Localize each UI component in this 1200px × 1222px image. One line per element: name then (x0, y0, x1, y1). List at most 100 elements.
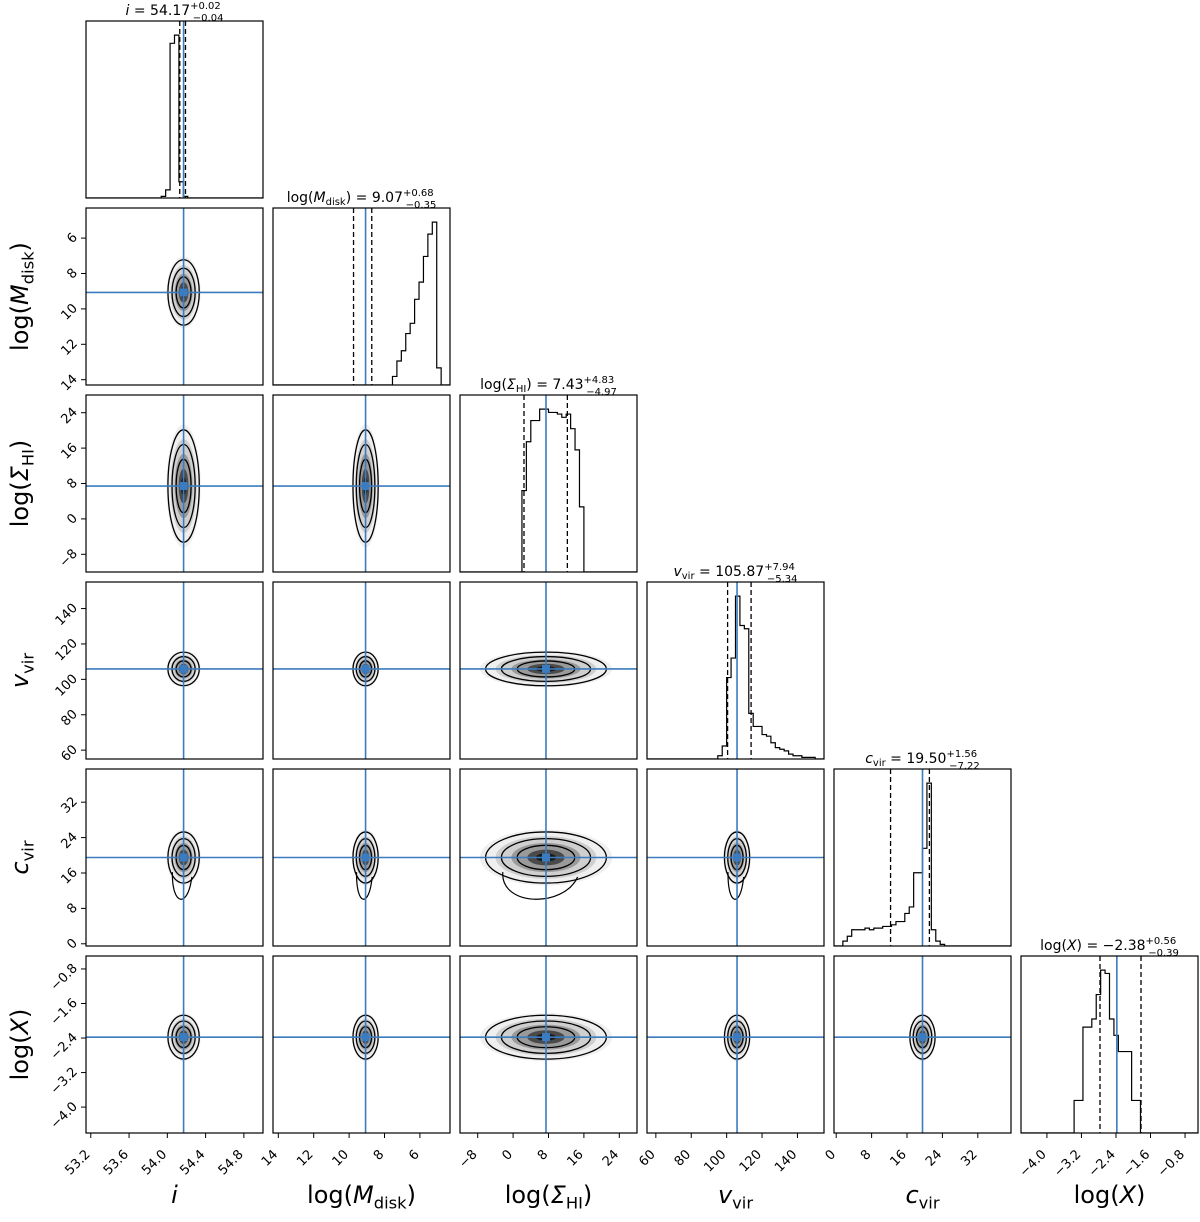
x-tick-label: −3.2 (1051, 1147, 1084, 1180)
truth-point (361, 853, 370, 862)
x-tick-label: 0 (823, 1147, 839, 1163)
contour-tail (502, 872, 579, 900)
marginal-title-cvir: cvir = 19.50+1.56 −7.22 (865, 749, 980, 772)
x-tick-label: 120 (737, 1147, 765, 1175)
y-tick-label: −8 (57, 547, 81, 571)
histogram-cvir (834, 782, 1011, 946)
x-tick-label: 8 (371, 1147, 387, 1163)
x-axis-label-i: i (171, 1181, 178, 1209)
panel-frame (272, 768, 451, 947)
truth-point (733, 853, 742, 862)
truth-point (733, 1033, 742, 1042)
y-tick-label: 8 (64, 266, 80, 282)
panel-frame (272, 207, 451, 386)
y-tick-label: 12 (59, 337, 81, 359)
marginal-title-i: i = 54.17+0.02 −0.04 (126, 1, 224, 24)
x-tick-label: 140 (772, 1147, 800, 1175)
x-axis-label-x: log(X) (1074, 1181, 1146, 1209)
y-tick-label: 16 (59, 440, 81, 462)
x-tick-label: 24 (600, 1147, 622, 1169)
panel-frame (85, 768, 264, 947)
y-tick-label: 100 (53, 672, 81, 700)
truth-point (179, 664, 188, 673)
panel-frame (459, 768, 638, 947)
x-tick-label: 54.4 (177, 1147, 208, 1178)
truth-point (361, 1033, 370, 1042)
y-tick-label: 60 (59, 742, 81, 764)
truth-point (361, 482, 370, 491)
x-tick-label: 16 (564, 1147, 586, 1169)
x-tick-label: −1.6 (1120, 1147, 1153, 1180)
y-tick-label: 6 (64, 230, 80, 246)
truth-point (179, 853, 188, 862)
panel-mdisk-vs-sigma (272, 394, 451, 573)
y-axis-label-mdisk: log(Mdisk) (6, 242, 37, 351)
y-tick-label: 16 (59, 865, 81, 887)
x-tick-label: 6 (406, 1147, 422, 1163)
panel-cvir-hist: cvir = 19.50+1.56 −7.22 (833, 749, 1012, 947)
marginal-title-vvir: vvir = 105.87+7.94 −5.34 (673, 562, 797, 585)
contour-tail (727, 872, 745, 900)
histogram-vvir (647, 595, 824, 759)
panel-frame (85, 207, 264, 386)
x-tick-label: −4.0 (1017, 1147, 1050, 1180)
histogram-x (1021, 969, 1198, 1133)
x-tick-label: 53.2 (63, 1147, 94, 1178)
panel-frame (459, 581, 638, 760)
panel-i-vs-mdisk: 14 12 10 8 6 log(Mdisk) (6, 207, 264, 394)
y-tick-label: −0.8 (48, 961, 81, 994)
x-axis-label-mdisk: log(Mdisk) (307, 1181, 416, 1212)
y-axis-label-vvir: vvir (6, 653, 37, 688)
panel-mdisk-hist: log(Mdisk) = 9.07+0.68 −0.35 (272, 188, 451, 386)
panel-mdisk-vs-vvir (272, 581, 451, 760)
truth-point (541, 664, 550, 673)
y-tick-label: 8 (64, 901, 80, 917)
contour-tail (355, 872, 373, 900)
panel-frame (272, 394, 451, 573)
x-tick-label: −2.4 (1086, 1147, 1119, 1180)
y-tick-label: 0 (64, 511, 80, 527)
truth-point (541, 1033, 550, 1042)
truth-point (541, 853, 550, 862)
marginal-title-x: log(X) = −2.38+0.56 −0.39 (1040, 936, 1179, 959)
panel-mdisk-vs-cvir (272, 768, 451, 947)
x-tick-label: 8 (858, 1147, 874, 1163)
y-tick-label: 10 (59, 301, 81, 323)
panel-mdisk-vs-x: 14 12 10 8 6 log(Mdisk) (259, 955, 451, 1212)
y-tick-label: 32 (59, 794, 81, 816)
y-tick-label: 80 (59, 707, 81, 729)
histogram-mdisk (273, 221, 450, 385)
x-tick-label: 32 (958, 1147, 980, 1169)
truth-point (179, 288, 188, 297)
panel-vvir-hist: vvir = 105.87+7.94 −5.34 (646, 562, 825, 760)
x-tick-label: −0.8 (1155, 1147, 1188, 1180)
y-tick-label: 24 (59, 830, 81, 852)
histogram-i (86, 34, 263, 198)
x-tick-label: 60 (636, 1147, 658, 1169)
panel-vvir-vs-x: 60 80 100 120 140 vvir (636, 955, 825, 1212)
panel-i-vs-cvir: 0 8 16 24 32 cvir (6, 768, 264, 952)
y-tick-label: −1.6 (48, 996, 81, 1029)
panel-i-vs-x: 53.2 53.6 54.0 54.4 54.8 i −4.0−3.2−2.4−1.6−0.… (6, 955, 264, 1209)
x-axis-label-vvir: vvir (718, 1181, 753, 1212)
x-tick-label: 12 (294, 1147, 316, 1169)
x-tick-label: 8 (535, 1147, 551, 1163)
truth-point (179, 1033, 188, 1042)
panel-frame (833, 768, 1012, 947)
panel-frame (646, 955, 825, 1134)
truth-point (361, 664, 370, 673)
marginal-title-sigma: log(ΣHI) = 7.43+4.83 −4.97 (480, 375, 617, 398)
panel-frame (646, 768, 825, 947)
y-tick-label: −4.0 (48, 1099, 81, 1132)
panel-cvir-vs-x: 0 8 16 24 32 cvir (823, 955, 1012, 1212)
y-tick-label: 24 (59, 405, 81, 427)
x-tick-label: 80 (672, 1147, 694, 1169)
x-axis-label-sigma: log(ΣHI) (505, 1181, 593, 1212)
y-tick-label: −3.2 (48, 1065, 81, 1098)
panel-frame (272, 955, 451, 1134)
y-tick-label: 14 (59, 372, 81, 394)
x-tick-label: 54.0 (139, 1147, 170, 1178)
x-tick-label: 54.8 (216, 1147, 247, 1178)
panel-i-hist: i = 54.17+0.02 −0.04 (85, 1, 264, 199)
